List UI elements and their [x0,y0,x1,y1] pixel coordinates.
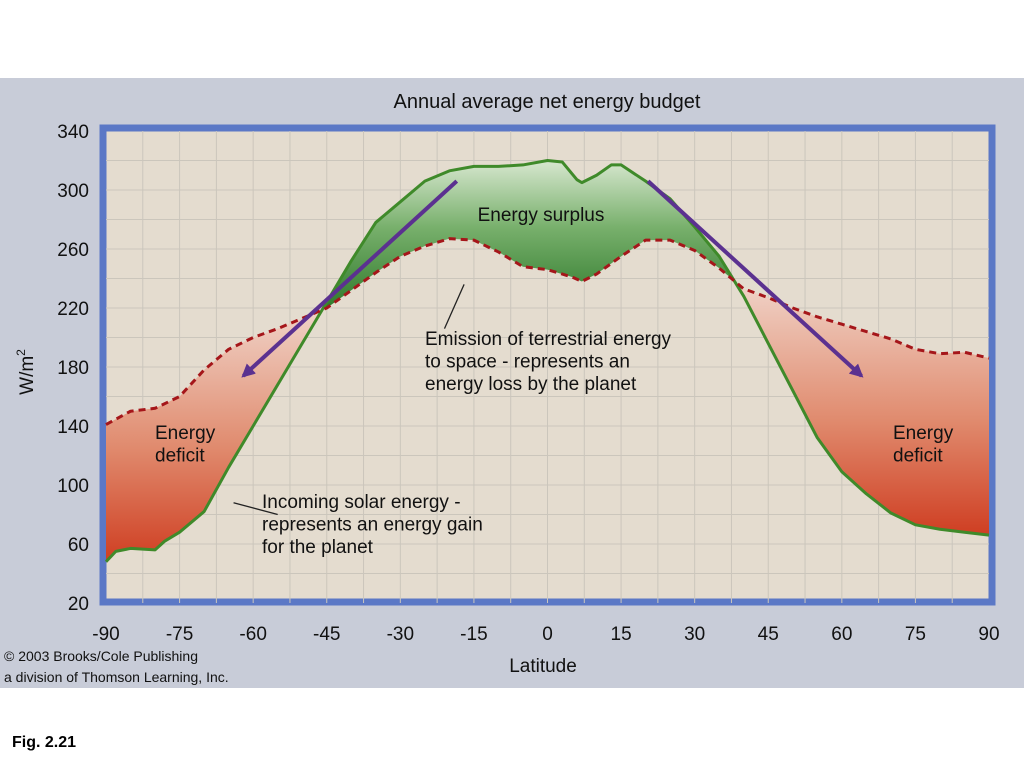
y-tick-label: 260 [57,240,89,261]
energy-surplus-label-line: Energy surplus [478,205,605,226]
svg-text:W/m2: W/m2 [14,349,38,395]
x-tick-label: 90 [978,624,999,645]
series-lines [104,159,990,563]
fill-regions [106,160,989,562]
arrow-surplus-to-south-deficit [241,179,459,378]
solar-leader-line [233,502,278,516]
y-tick-label: 220 [57,299,89,320]
copyright-line-1: © 2003 Brooks/Cole Publishing [4,648,198,664]
incoming-solar-line [104,159,990,563]
x-axis-label: Latitude [509,656,577,677]
x-tick-label: -60 [239,624,266,645]
chart-title: Annual average net energy budget [394,91,701,113]
x-tick-label: 15 [611,624,632,645]
y-tick-label: 140 [57,417,89,438]
tick-labels: -90 -75 -60 -45 -30 -15 0 15 30 45 60 75 90 20 60 100 14… [57,122,999,645]
energy-deficit-south-label-line: Energy [155,423,216,444]
x-tick-label: -15 [460,624,487,645]
x-tick-label: -75 [166,624,193,645]
figure-caption: Fig. 2.21 [12,734,77,751]
incoming-solar-label-line: Incoming solar energy - [262,492,461,513]
x-tick-label: -90 [92,624,119,645]
emission-label-line: to space - represents an [425,352,630,373]
emission-leader-line [443,284,465,329]
y-axis-label: W/m2 [14,349,38,395]
y-tick-label: 60 [68,535,89,556]
y-tick-label: 340 [57,122,89,143]
x-tick-label: -45 [313,624,340,645]
surplus-region [324,160,734,310]
energy-deficit-south-label-line: deficit [155,446,205,467]
incoming-solar-label-line: for the planet [262,537,374,558]
energy-deficit-north-label-line: deficit [893,446,943,467]
y-tick-label: 180 [57,358,89,379]
incoming-solar-label-line: represents an energy gain [262,515,483,536]
x-tick-label: -30 [387,624,414,645]
incoming-solar-label: Incoming solar energy -represents an ene… [262,492,483,558]
annotations: Energy surplusEnergydeficitEnergydeficit… [155,179,954,558]
x-tick-label: 60 [831,624,852,645]
energy-budget-chart: -90 -75 -60 -45 -30 -15 0 15 30 45 60 75 90 20 60 100 14… [14,91,1000,677]
x-tick-label: 0 [542,624,553,645]
x-tick-label: 30 [684,624,705,645]
y-tick-label: 300 [57,181,89,202]
x-tick-label: 45 [758,624,779,645]
energy-surplus-label: Energy surplus [478,205,605,226]
y-tick-label: 20 [68,594,89,615]
copyright-line-2: a division of Thomson Learning, Inc. [4,669,229,685]
arrow-surplus-to-north-deficit [646,179,864,378]
deficit-region [736,282,989,536]
y-tick-label: 100 [57,476,89,497]
energy-deficit-north-label-line: Energy [893,423,954,444]
x-tick-label: 75 [905,624,926,645]
deficit-region [106,310,322,562]
figure-panel: -90 -75 -60 -45 -30 -15 0 15 30 45 60 75 90 20 60 100 14… [0,78,1024,688]
emission-label-line: Emission of terrestrial energy [425,329,672,350]
emission-label-line: energy loss by the planet [425,374,637,395]
